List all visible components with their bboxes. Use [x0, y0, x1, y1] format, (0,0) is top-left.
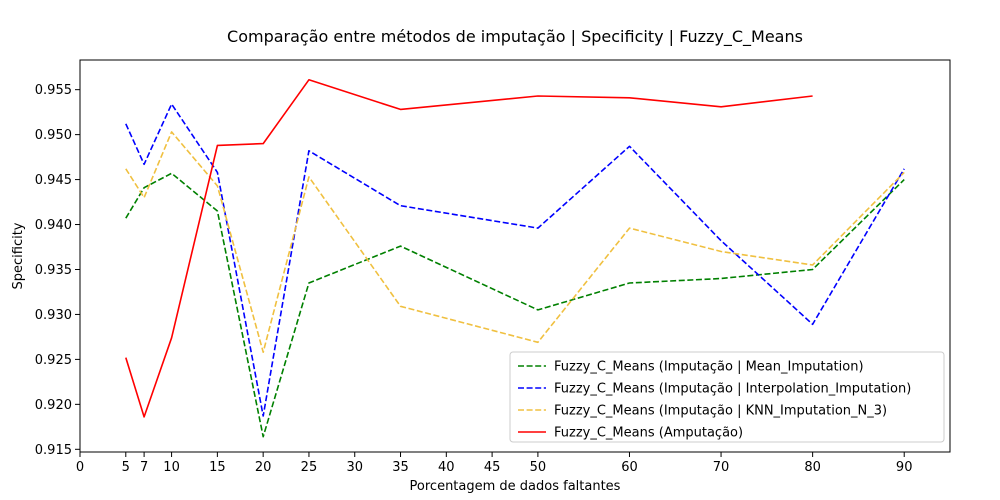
x-tick-label: 45 [484, 460, 501, 475]
x-tick-label: 40 [438, 460, 455, 475]
legend-box [509, 351, 945, 443]
x-tick-label: 15 [209, 460, 226, 475]
series-line-2 [125, 103, 905, 417]
y-tick-label: 0.940 [35, 218, 72, 233]
x-tick-label: 90 [896, 460, 913, 475]
series-lines [125, 79, 905, 438]
series-line-1 [125, 172, 905, 438]
y-tick-label: 0.955 [35, 83, 72, 98]
x-axis: 0 5 7 10 15 20 25 30 35 40 45 50 60 70 80 90 [76, 452, 913, 475]
x-tick-label: 70 [713, 460, 730, 475]
x-tick-label: 50 [530, 460, 547, 475]
x-axis-label: Porcentagem de dados faltantes [410, 479, 621, 494]
legend-label-2: Fuzzy_C_Means (Imputação | Interpolation… [554, 382, 911, 397]
x-tick-label: 80 [804, 460, 821, 475]
y-tick-label: 0.930 [35, 308, 72, 323]
x-tick-label: 5 [122, 460, 130, 475]
x-tick-label: 7 [140, 460, 148, 475]
y-tick-label: 0.925 [35, 353, 72, 368]
x-tick-label: 25 [301, 460, 318, 475]
y-axis: 0.915 0.920 0.925 0.930 0.935 0.940 0.945 0.950… [35, 83, 80, 458]
x-tick-label: 20 [255, 460, 272, 475]
x-tick-label: 60 [621, 460, 638, 475]
x-tick-label: 30 [346, 460, 363, 475]
legend-label-4: Fuzzy_C_Means (Amputação) [554, 426, 743, 441]
x-tick-label: 35 [392, 460, 409, 475]
y-tick-label: 0.945 [35, 173, 72, 188]
series-line-4 [125, 79, 813, 418]
y-tick-label: 0.920 [35, 398, 72, 413]
series-line-3 [125, 131, 905, 354]
y-tick-label: 0.935 [35, 263, 72, 278]
chart-title: Comparação entre métodos de imputação | … [227, 27, 803, 47]
x-tick-label: 10 [163, 460, 180, 475]
x-tick-label: 0 [76, 460, 84, 475]
legend-label-3: Fuzzy_C_Means (Imputação | KNN_Imputatio… [554, 404, 887, 419]
plot-frame [79, 59, 951, 453]
y-tick-label: 0.915 [35, 443, 72, 458]
y-tick-label: 0.950 [35, 128, 72, 143]
y-axis-label: Specificity [11, 222, 26, 289]
legend-label-1: Fuzzy_C_Means (Imputação | Mean_Imputati… [554, 360, 864, 375]
legend: Fuzzy_C_Means (Imputação | Mean_Imputati… [509, 351, 945, 443]
